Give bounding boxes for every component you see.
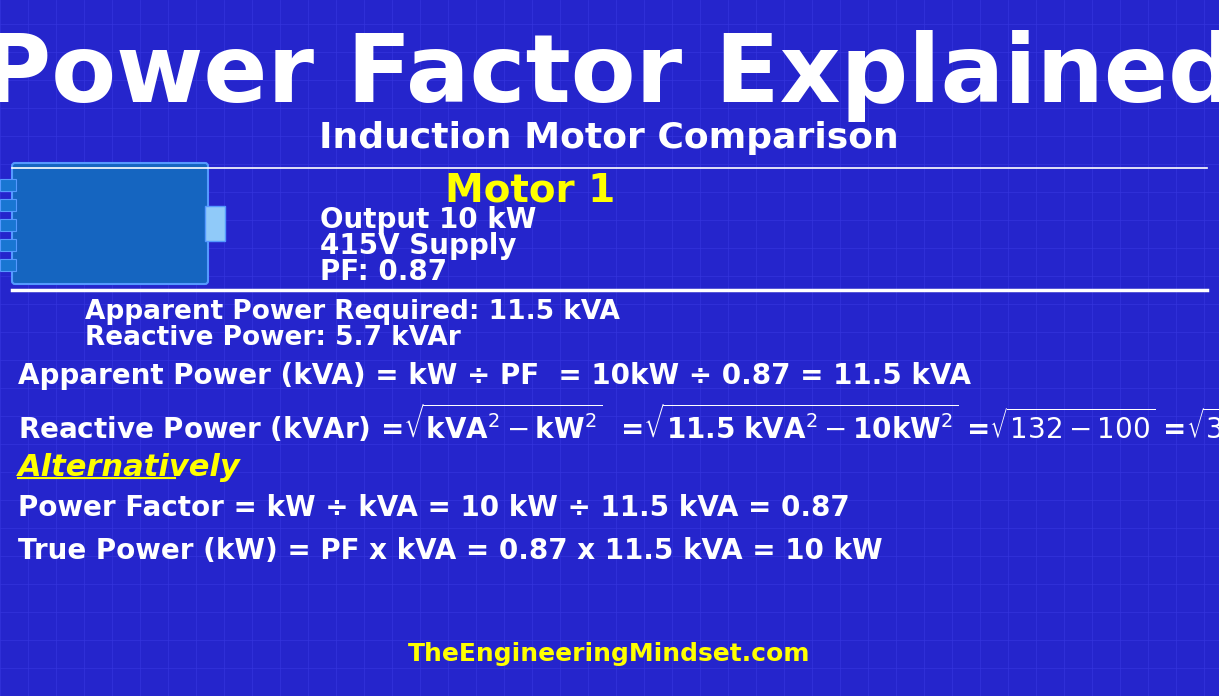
Bar (205, 206, 226, 241)
Text: Power Factor Explained: Power Factor Explained (0, 30, 1219, 122)
Bar (0, 219, 16, 231)
FancyBboxPatch shape (12, 163, 208, 284)
Text: Apparent Power Required: 11.5 kVA: Apparent Power Required: 11.5 kVA (85, 299, 620, 325)
Text: Induction Motor Comparison: Induction Motor Comparison (319, 121, 898, 155)
Bar (0, 259, 16, 271)
Bar (0, 179, 16, 191)
Text: 415V Supply: 415V Supply (321, 232, 517, 260)
Text: Output 10 kW: Output 10 kW (321, 206, 536, 234)
Text: True Power (kW) = PF x kVA = 0.87 x 11.5 kVA = 10 kW: True Power (kW) = PF x kVA = 0.87 x 11.5… (18, 537, 883, 565)
Text: Motor 1: Motor 1 (445, 172, 616, 210)
Bar (0, 199, 16, 211)
Text: Power Factor = kW ÷ kVA = 10 kW ÷ 11.5 kVA = 0.87: Power Factor = kW ÷ kVA = 10 kW ÷ 11.5 k… (18, 494, 850, 522)
Text: Apparent Power (kVA) = kW ÷ PF  = 10kW ÷ 0.87 = 11.5 kVA: Apparent Power (kVA) = kW ÷ PF = 10kW ÷ … (18, 362, 972, 390)
Text: TheEngineeringMindset.com: TheEngineeringMindset.com (407, 642, 811, 666)
Text: Alternatively: Alternatively (18, 454, 240, 482)
Text: PF: 0.87: PF: 0.87 (321, 258, 447, 286)
Text: Reactive Power: 5.7 kVAr: Reactive Power: 5.7 kVAr (85, 325, 461, 351)
Text: Reactive Power (kVAr) =$\sqrt{\mathregular{kVA}^2 - \mathregular{kW}^2}$  =$\sqr: Reactive Power (kVAr) =$\sqrt{\mathregul… (18, 403, 1219, 445)
Bar (0, 239, 16, 251)
